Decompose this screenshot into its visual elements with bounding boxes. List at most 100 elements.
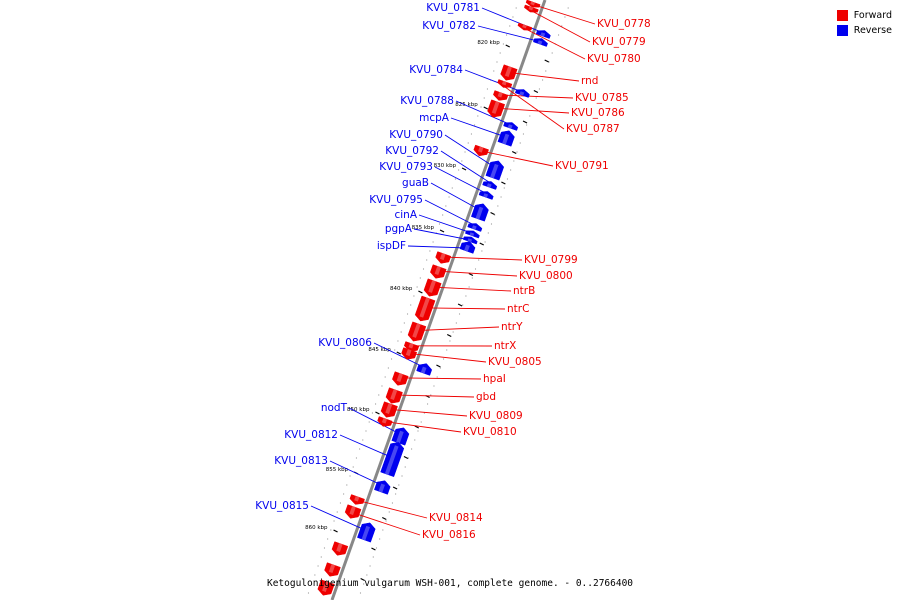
gene-label-KVU_0795[interactable]: KVU_0795	[369, 194, 423, 206]
scale-tick	[461, 167, 467, 171]
gene-label-ntrB[interactable]: ntrB	[513, 285, 535, 297]
gene-feature-KVU_0780[interactable]	[517, 22, 533, 31]
guide-dot	[500, 196, 502, 198]
gene-feature-rnd[interactable]	[500, 64, 518, 81]
gene-feature-mcpA[interactable]	[497, 130, 515, 147]
guide-dot	[417, 430, 419, 432]
gene-feature-KVU_0814[interactable]	[349, 494, 365, 505]
gene-label-KVU_0785[interactable]: KVU_0785	[575, 92, 629, 104]
gene-feature-nodT[interactable]	[391, 427, 410, 446]
gene-feature-KVU_0793[interactable]	[478, 191, 494, 200]
gene-feature-KVU_0785[interactable]	[493, 90, 509, 101]
gene-feature-ntrC[interactable]	[414, 295, 436, 322]
gene-feature-unlabeled[interactable]	[317, 579, 335, 596]
gene-label-mcpA[interactable]: mcpA	[419, 112, 450, 124]
gene-label-KVU_0788[interactable]: KVU_0788	[400, 95, 454, 107]
guide-dot	[503, 187, 505, 189]
gene-feature-hpaI[interactable]	[392, 371, 409, 386]
gene-label-guaB[interactable]: guaB	[402, 177, 429, 189]
guide-dot	[438, 223, 441, 225]
gene-label-KVU_0778[interactable]: KVU_0778	[597, 18, 651, 30]
gene-feature-guaB[interactable]	[470, 203, 489, 222]
gene-feature-KVU_0813[interactable]	[374, 480, 391, 495]
gene-feature-KVU_0784[interactable]	[514, 89, 530, 98]
gene-feature-pgpA[interactable]	[462, 236, 478, 245]
gene-feature-KVU_0790[interactable]	[485, 160, 505, 181]
gene-label-KVU_0780[interactable]: KVU_0780	[587, 53, 641, 65]
gene-feature-ispDF[interactable]	[459, 241, 476, 254]
gene-label-KVU_0813[interactable]: KVU_0813	[274, 455, 328, 467]
gene-label-KVU_0782[interactable]: KVU_0782	[422, 20, 476, 32]
guide-dot	[567, 7, 569, 9]
gene-feature-KVU_0812[interactable]	[380, 442, 405, 478]
gene-feature-KVU_0792[interactable]	[482, 181, 498, 190]
gene-label-KVU_0815[interactable]: KVU_0815	[255, 500, 309, 512]
guide-dot	[564, 16, 566, 18]
gene-feature-KVU_0787[interactable]	[497, 79, 513, 88]
gene-label-pgpA[interactable]: pgpA	[385, 223, 413, 235]
gene-feature-KVU_0795[interactable]	[467, 223, 483, 232]
scale-tick-label: 825 kbp	[455, 102, 478, 108]
gene-feature-cinA[interactable]	[465, 230, 480, 239]
guide-dot	[505, 34, 508, 36]
gene-label-KVU_0814[interactable]: KVU_0814	[429, 512, 483, 524]
gene-arrow-shade	[464, 244, 470, 252]
gene-label-gbd[interactable]: gbd	[476, 391, 496, 403]
gene-label-KVU_0799[interactable]: KVU_0799	[524, 254, 578, 266]
gene-label-ntrC[interactable]: ntrC	[507, 303, 529, 315]
guide-dot	[468, 286, 470, 288]
gene-label-KVU_0781[interactable]: KVU_0781	[426, 2, 480, 14]
gene-label-rnd[interactable]: rnd	[581, 75, 598, 87]
gene-label-ntrX[interactable]: ntrX	[494, 340, 516, 352]
gene-label-KVU_0809[interactable]: KVU_0809	[469, 410, 523, 422]
gene-feature-KVU_0799[interactable]	[435, 251, 452, 264]
gene-label-ntrY[interactable]: ntrY	[501, 321, 523, 333]
gene-feature-KVU_0781[interactable]	[535, 30, 551, 39]
gene-feature-unlabeled[interactable]	[324, 562, 341, 577]
gene-feature-KVU_0810[interactable]	[377, 416, 393, 427]
gene-label-KVU_0791[interactable]: KVU_0791	[555, 160, 609, 172]
gene-feature-KVU_0806[interactable]	[416, 363, 433, 376]
gene-label-KVU_0805[interactable]: KVU_0805	[488, 356, 542, 368]
gene-label-KVU_0779[interactable]: KVU_0779	[592, 36, 646, 48]
gene-label-KVU_0790[interactable]: KVU_0790	[389, 129, 443, 141]
guide-dot	[339, 502, 342, 504]
guide-dot	[432, 241, 434, 243]
gene-label-KVU_0787[interactable]: KVU_0787	[566, 123, 620, 135]
gene-feature-ntrY[interactable]	[407, 321, 427, 342]
gene-feature-gbd[interactable]	[385, 387, 403, 404]
gene-feature-unlabeled[interactable]	[331, 541, 349, 556]
gene-feature-KVU_0800[interactable]	[430, 264, 447, 279]
gene-label-KVU_0793[interactable]: KVU_0793	[379, 161, 433, 173]
gene-label-KVU_0786[interactable]: KVU_0786	[571, 107, 625, 119]
gene-feature-KVU_0816[interactable]	[344, 504, 362, 519]
gene-label-KVU_0806[interactable]: KVU_0806	[318, 337, 372, 349]
scale-tick-label: 830 kbp	[434, 163, 457, 169]
gene-label-KVU_0812[interactable]: KVU_0812	[284, 429, 338, 441]
gene-label-KVU_0816[interactable]: KVU_0816	[422, 529, 476, 541]
gene-label-nodT[interactable]: nodT	[321, 402, 348, 414]
gene-label-KVU_0792[interactable]: KVU_0792	[385, 145, 439, 157]
gene-arrow	[525, 0, 541, 8]
gene-feature-KVU_0791[interactable]	[473, 144, 489, 157]
gene-label-KVU_0784[interactable]: KVU_0784	[409, 64, 463, 76]
gene-label-KVU_0800[interactable]: KVU_0800	[519, 270, 573, 282]
gene-label-hpaI[interactable]: hpaI	[483, 373, 506, 385]
gene-label-ispDF[interactable]: ispDF	[377, 240, 406, 252]
gene-feature-KVU_0805[interactable]	[401, 347, 418, 360]
gene-feature-KVU_0778[interactable]	[525, 0, 541, 8]
gene-feature-KVU_0786[interactable]	[487, 99, 506, 118]
gene-arrow	[331, 541, 349, 556]
gene-feature-KVU_0779[interactable]	[523, 4, 539, 13]
gene-feature-KVU_0782[interactable]	[533, 38, 548, 47]
gene-feature-KVU_0788[interactable]	[503, 122, 519, 131]
gene-feature-KVU_0809[interactable]	[380, 401, 398, 418]
gene-feature-ntrB[interactable]	[423, 278, 442, 297]
guide-dot	[359, 448, 361, 450]
gene-feature-KVU_0815[interactable]	[357, 522, 376, 543]
guide-dot	[352, 466, 354, 468]
guide-dot	[467, 142, 469, 144]
gene-label-KVU_0810[interactable]: KVU_0810	[463, 426, 517, 438]
gene-label-cinA[interactable]: cinA	[394, 209, 417, 221]
gene-arrow	[493, 90, 509, 101]
